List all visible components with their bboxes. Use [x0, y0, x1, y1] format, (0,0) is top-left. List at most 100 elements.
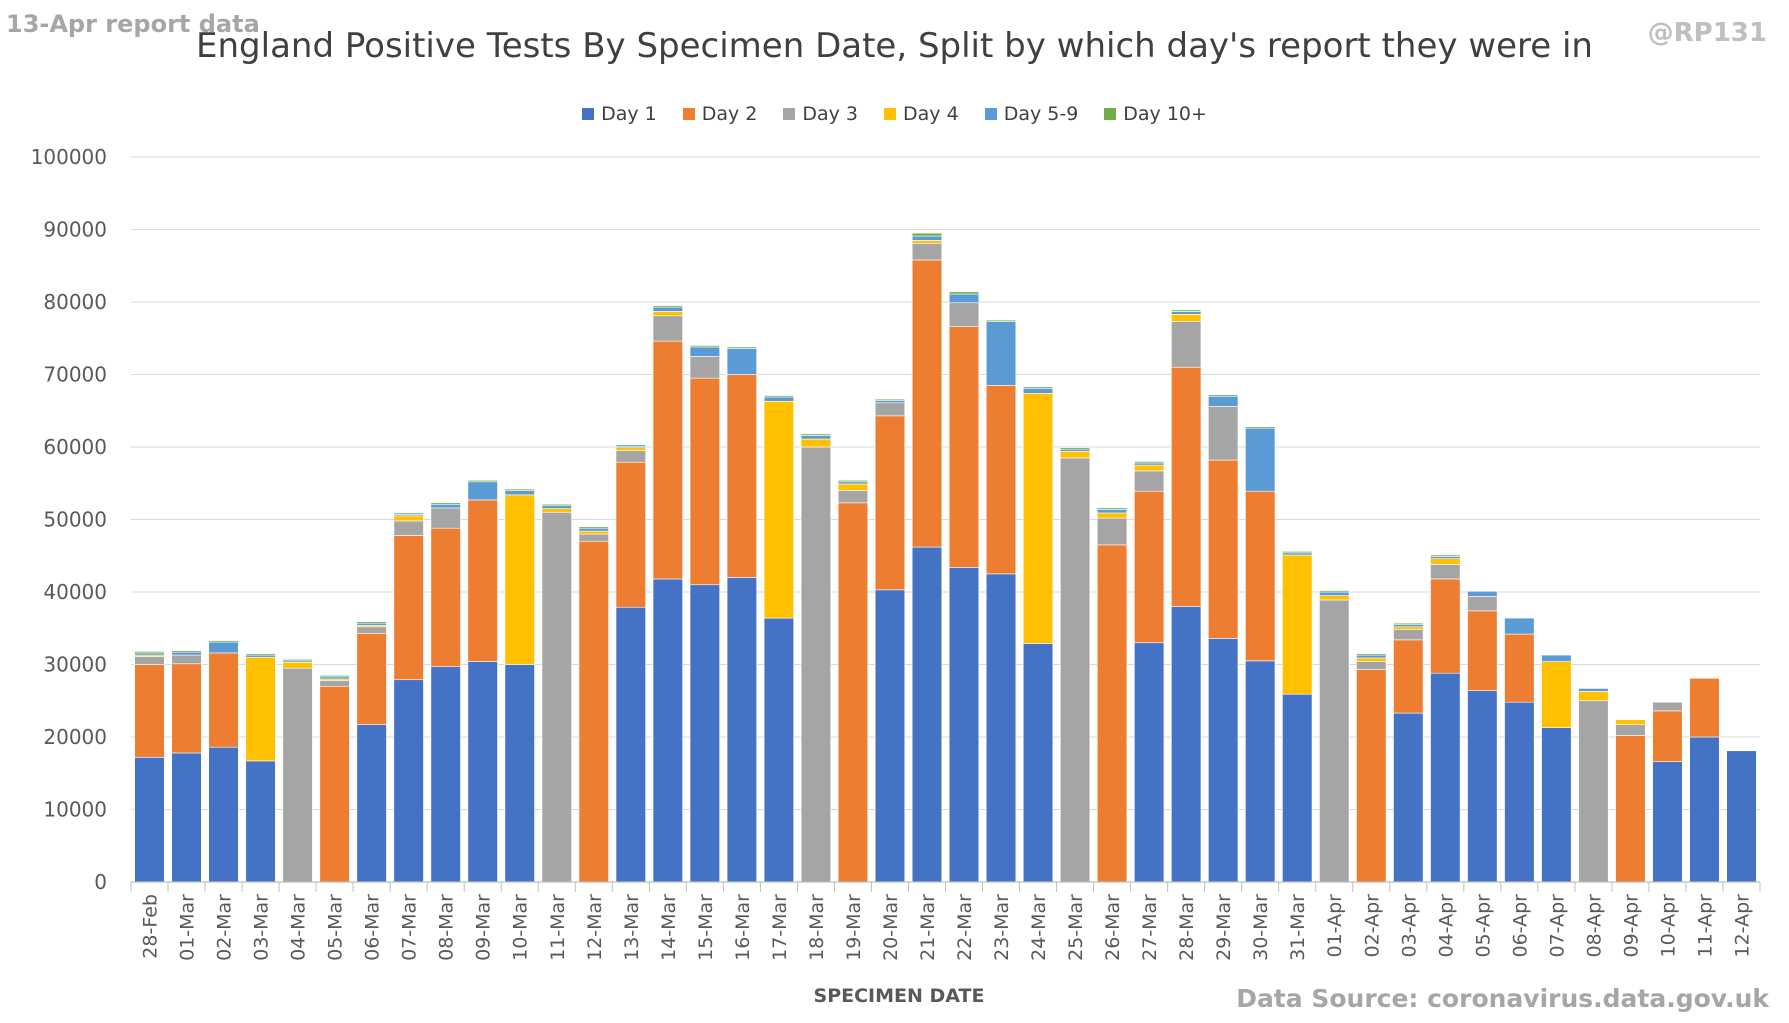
bar-segment-day-4-01-apr	[1319, 595, 1350, 601]
x-tick-label: 08-Apr	[1583, 894, 1605, 958]
bar-segment-day-5-9-05-apr	[1467, 590, 1498, 597]
x-tick-label: 29-Mar	[1213, 894, 1235, 961]
bar-segment-day-1-24-mar	[1022, 643, 1054, 883]
bar-segment-day-4-07-mar	[393, 515, 424, 522]
bar-segment-day-2-16-mar	[726, 374, 757, 578]
bar-segment-day-4-19-mar	[837, 483, 869, 491]
bar-segment-day-1-17-mar	[763, 617, 795, 883]
x-tick-label: 05-Mar	[325, 894, 347, 961]
bar-segment-day-2-14-mar	[652, 340, 683, 580]
bar-segment-day-5-9-03-mar	[245, 654, 276, 658]
bar-segment-day-2-02-mar	[208, 652, 239, 748]
bar-segment-day-3-20-mar	[874, 402, 906, 417]
bar-segment-day-4-21-mar	[911, 240, 943, 244]
bar-segment-day-4-09-apr	[1615, 719, 1646, 725]
bar-segment-day-10--02-mar	[208, 640, 239, 643]
bar-segment-day-3-03-apr	[1393, 629, 1424, 641]
bar-segment-day-10--04-mar	[282, 659, 313, 662]
bar-segment-day-2-28-feb	[134, 664, 165, 758]
x-tick-label: 26-Mar	[1102, 894, 1124, 961]
bar-segment-day-10--28-feb	[134, 651, 165, 654]
bar-segment-day-1-14-mar	[652, 578, 683, 883]
bar-segment-day-10--12-mar	[578, 526, 609, 529]
bar-segment-day-4-08-apr	[1578, 691, 1609, 702]
x-tick-label: 04-Mar	[288, 894, 310, 961]
legend-item-day-1: Day 1	[582, 103, 657, 125]
x-tick-label: 25-Mar	[1065, 894, 1087, 961]
legend-swatch-day-10-plus	[1104, 108, 1117, 120]
bar-segment-day-2-10-apr	[1652, 710, 1683, 762]
bar-segment-day-1-07-mar	[393, 679, 424, 883]
bar-segment-day-10--17-mar	[763, 395, 795, 398]
bar-segment-day-5-9-05-mar	[319, 676, 350, 680]
axes: 0 10000 20000 30000 40000 50000 60000 70000 8000…	[31, 145, 1761, 1007]
bar-segment-day-1-20-mar	[874, 589, 906, 883]
bar-segment-day-4-27-mar	[1134, 464, 1165, 472]
bar-segment-day-3-22-mar	[948, 302, 980, 327]
bar-segment-day-10--01-apr	[1319, 590, 1350, 593]
bar-segment-day-10--13-mar	[615, 444, 646, 447]
bar-segment-day-2-08-mar	[430, 527, 461, 667]
x-tick-label: 10-Mar	[510, 894, 532, 961]
bar-segment-day-10--23-mar	[985, 319, 1017, 322]
bar-segment-day-3-14-mar	[652, 315, 683, 342]
bar-segment-day-5-9-28-feb	[134, 652, 165, 656]
legend-item-day-5-9: Day 5-9	[984, 103, 1078, 125]
bar-segment-day-2-06-mar	[356, 633, 387, 725]
y-tick-label: 50000	[43, 508, 107, 532]
bar-segment-day-1-10-mar	[504, 664, 535, 883]
bar-segment-day-10--30-mar	[1245, 426, 1276, 429]
bar-segment-day-5-9-30-mar	[1245, 427, 1276, 492]
bar-segment-day-4-03-mar	[245, 656, 276, 762]
bar-segment-day-10--26-mar	[1096, 507, 1128, 510]
bar-segment-day-5-9-09-mar	[467, 481, 498, 501]
bar-segment-day-10--14-mar	[652, 305, 683, 308]
y-tick-label: 60000	[43, 435, 107, 459]
bar-segment-day-1-06-mar	[356, 724, 387, 883]
bar-segment-day-4-24-mar	[1022, 393, 1054, 644]
legend-item-day-10-plus: Day 10+	[1104, 103, 1207, 125]
bar-segment-day-10--03-mar	[245, 653, 276, 656]
bar-segment-day-5-9-15-mar	[689, 346, 720, 357]
bar-segment-day-10--18-mar	[800, 433, 832, 436]
y-tick-label: 20000	[43, 725, 107, 749]
bar-segment-day-5-9-11-mar	[541, 505, 572, 509]
bar-segment-day-4-17-mar	[763, 401, 795, 619]
bar-segment-day-5-9-06-mar	[356, 622, 387, 626]
bar-segment-day-2-05-mar	[319, 685, 350, 883]
x-tick-label: 07-Mar	[399, 894, 421, 961]
legend-swatch-day-5-9	[984, 108, 997, 120]
y-tick-label: 70000	[43, 363, 107, 387]
x-tick-label: 03-Apr	[1398, 894, 1420, 958]
bar-segment-day-5-9-20-mar	[874, 400, 906, 404]
bar-segment-day-10--20-mar	[874, 398, 906, 401]
bar-segment-day-2-09-apr	[1615, 735, 1646, 883]
bar-segment-day-2-06-apr	[1504, 633, 1535, 703]
legend-label-day-1: Day 1	[601, 103, 657, 125]
bar-segment-day-3-08-mar	[430, 507, 461, 529]
bar-segment-day-5-9-25-mar	[1059, 448, 1091, 452]
x-tick-label: 28-Feb	[140, 894, 162, 959]
bar-segment-day-10--19-mar	[837, 480, 869, 483]
bar-segment-day-4-31-mar	[1282, 554, 1313, 695]
bar-segment-day-5-9-02-mar	[208, 641, 239, 654]
bar-segment-day-1-02-mar	[208, 746, 239, 883]
x-axis-title: SPECIMEN DATE	[814, 985, 985, 1007]
legend-swatch-day-3	[783, 108, 796, 120]
bar-segment-day-2-09-mar	[467, 499, 498, 662]
y-tick-label: 80000	[43, 290, 107, 314]
x-tick-label: 01-Apr	[1324, 894, 1346, 958]
bar-segment-day-2-07-mar	[393, 535, 424, 681]
bar-segment-day-1-30-mar	[1245, 660, 1276, 883]
bar-segment-day-3-01-apr	[1319, 599, 1350, 883]
bar-segment-day-2-15-mar	[689, 377, 720, 586]
bar-segment-day-2-28-mar	[1171, 366, 1202, 607]
bar-segment-day-3-19-mar	[837, 490, 869, 504]
legend-label-day-4: Day 4	[903, 103, 959, 125]
bar-segment-day-1-15-mar	[689, 584, 720, 883]
bar-segment-day-5-9-03-apr	[1393, 624, 1424, 628]
bar-segment-day-1-08-mar	[430, 666, 461, 883]
bar-segment-day-5-9-01-mar	[171, 651, 202, 656]
